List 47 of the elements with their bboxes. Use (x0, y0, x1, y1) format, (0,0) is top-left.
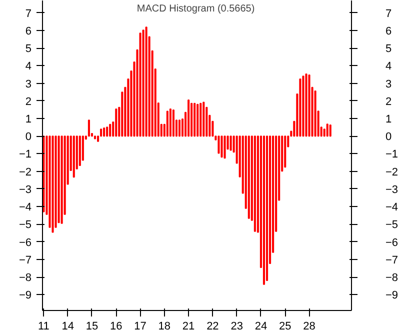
y2-tick-label: 6 (386, 25, 392, 38)
y-tick-label: −9 (18, 290, 32, 302)
y2-tick-label: 4 (386, 60, 392, 73)
x-tick-label: 24 (254, 320, 268, 332)
y2-tick-label: −6 (386, 236, 398, 249)
x-tick-label: 11 (38, 320, 50, 332)
y-tick-label: −6 (18, 236, 32, 249)
y-tick-label: 1 (25, 114, 32, 126)
x-tick-label: 23 (230, 320, 243, 332)
y-tick-label: 5 (25, 43, 32, 56)
y2-tick-label: −9 (386, 290, 398, 302)
x-tick-label: 28 (303, 320, 316, 332)
x-tick-label: 16 (110, 320, 122, 332)
y2-tick-label: −4 (386, 202, 398, 214)
x-tick-label: 18 (158, 320, 171, 332)
y-tick-label: −8 (18, 272, 32, 284)
y2-tick-label: −8 (386, 272, 398, 284)
y2-tick-label: 3 (386, 78, 392, 90)
x-tick-label: 21 (182, 320, 195, 332)
y2-tick-label: −1 (386, 148, 398, 161)
y-tick-label: 6 (25, 25, 32, 38)
y-tick-label: 4 (25, 60, 32, 73)
x-tick-label: 15 (86, 320, 98, 332)
y2-tick-label: −5 (386, 219, 398, 232)
y2-tick-label: 2 (386, 96, 392, 108)
y2-tick-label: −2 (386, 166, 398, 178)
x-tick-label: 25 (278, 320, 292, 332)
y-tick-label: 3 (25, 78, 32, 90)
y-tick-label: −4 (18, 202, 32, 214)
y2-tick-label: 7 (386, 8, 392, 20)
chart-title: MACD Histogram (0.5665) (136, 4, 255, 14)
y-tick-label: −5 (18, 219, 32, 232)
x-tick-label: 14 (62, 320, 74, 332)
y2-tick-label: −7 (386, 254, 398, 266)
x-tick-label: 22 (206, 320, 219, 332)
y-tick-label: −1 (18, 148, 32, 161)
y2-tick-label: 1 (386, 114, 392, 126)
x-tick-label: 17 (134, 320, 146, 332)
y-tick-label: −3 (18, 184, 32, 196)
y-tick-label: 2 (25, 96, 32, 108)
y-tick-label: −2 (18, 166, 32, 178)
y-tick-label: 7 (25, 8, 32, 20)
y-tick-label: −7 (18, 254, 32, 266)
y2-tick-label: −3 (386, 184, 398, 196)
y2-tick-label: 5 (386, 43, 392, 56)
y2-tick-label: 0 (386, 131, 392, 144)
y-tick-label: 0 (25, 131, 32, 144)
